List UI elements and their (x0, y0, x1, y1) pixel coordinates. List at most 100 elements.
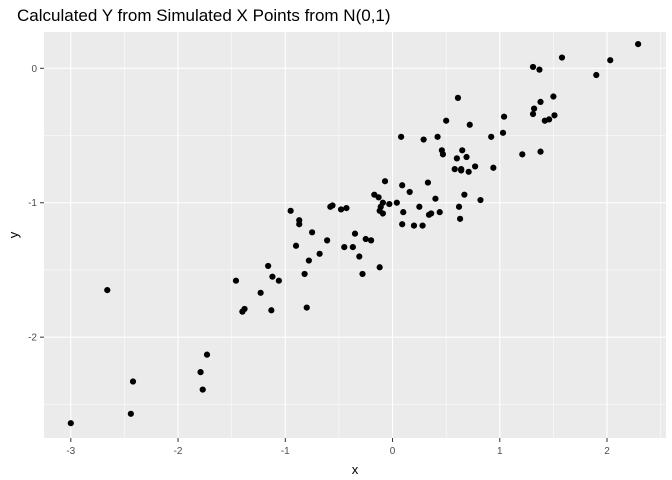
data-point (241, 305, 248, 313)
data-point (197, 369, 204, 376)
data-point (104, 287, 111, 294)
data-point (593, 71, 600, 79)
data-point (257, 289, 264, 296)
x-tick-label: 1 (497, 446, 503, 457)
data-point (287, 207, 294, 214)
data-point (275, 277, 282, 284)
data-point (607, 57, 614, 64)
x-tick-label: 0 (390, 446, 396, 457)
x-tick-label: -1 (281, 446, 290, 457)
data-point (529, 63, 537, 71)
data-point (410, 222, 418, 229)
data-point (399, 221, 406, 228)
data-point (362, 235, 369, 243)
data-point (472, 163, 479, 170)
data-point (316, 250, 323, 257)
data-point (416, 203, 423, 210)
data-point (420, 136, 427, 143)
data-point (268, 307, 275, 314)
data-point (529, 110, 537, 118)
data-point (451, 166, 458, 173)
data-point (434, 133, 441, 140)
data-point (301, 270, 308, 278)
data-point (292, 242, 300, 249)
data-points (67, 40, 642, 427)
x-tick-label: -2 (174, 446, 183, 457)
data-point (424, 179, 432, 186)
data-point (530, 105, 538, 112)
data-point (458, 167, 465, 174)
data-point (499, 129, 507, 136)
x-axis-title: x (352, 462, 359, 477)
data-point (296, 221, 303, 228)
data-point (393, 199, 400, 206)
data-point (490, 164, 497, 171)
major-gridlines (44, 32, 666, 438)
data-point (558, 54, 566, 61)
data-point (443, 117, 450, 124)
data-point (546, 116, 553, 123)
data-point (419, 222, 426, 229)
data-point (341, 243, 348, 251)
data-point (203, 351, 211, 358)
data-point (463, 153, 470, 161)
data-point (127, 410, 134, 417)
data-point (232, 277, 240, 284)
data-point (500, 113, 508, 120)
data-point (305, 257, 312, 264)
data-point (67, 420, 74, 427)
data-point (453, 155, 460, 162)
x-tick-label: 2 (604, 446, 610, 457)
data-point (461, 191, 468, 198)
data-point (367, 237, 375, 244)
x-tick-label: -3 (66, 446, 75, 457)
y-axis-ticks: -2 -1 0 (28, 64, 44, 344)
y-axis-title: y (6, 231, 21, 238)
data-point (329, 202, 336, 209)
data-point (400, 209, 407, 216)
data-point (381, 178, 389, 185)
data-point (269, 273, 276, 280)
data-point (466, 121, 473, 128)
data-point (359, 270, 366, 278)
data-point (379, 210, 386, 217)
chart-title: Calculated Y from Simulated X Points fro… (17, 6, 391, 25)
y-tick-label: 0 (31, 64, 37, 75)
data-point (459, 147, 466, 154)
data-point (375, 194, 382, 201)
data-point (465, 168, 472, 175)
data-point (303, 304, 310, 311)
x-axis-ticks: -3 -2 -1 0 1 2 (66, 438, 610, 457)
data-point (343, 205, 350, 212)
data-point (428, 210, 435, 217)
data-point (265, 262, 272, 270)
data-point (436, 209, 443, 216)
data-point (199, 386, 206, 393)
data-point (398, 133, 405, 140)
data-point (376, 264, 383, 271)
data-point (488, 133, 495, 140)
data-point (635, 40, 642, 48)
data-point (379, 199, 386, 206)
data-point (456, 215, 464, 222)
data-point (536, 66, 543, 73)
data-point (550, 93, 557, 100)
data-point (337, 206, 345, 213)
data-point (399, 182, 406, 189)
data-point (406, 188, 413, 196)
data-point (537, 148, 544, 155)
data-point (432, 195, 439, 202)
data-point (129, 378, 137, 385)
data-point (439, 151, 447, 158)
data-point (309, 229, 316, 236)
y-tick-label: -2 (28, 333, 37, 344)
data-point (324, 237, 331, 244)
data-point (454, 94, 462, 101)
data-point (519, 151, 526, 158)
data-point (351, 230, 359, 237)
data-point (551, 112, 558, 119)
data-point (537, 98, 544, 106)
data-point (356, 253, 363, 260)
y-tick-label: -1 (28, 198, 37, 209)
